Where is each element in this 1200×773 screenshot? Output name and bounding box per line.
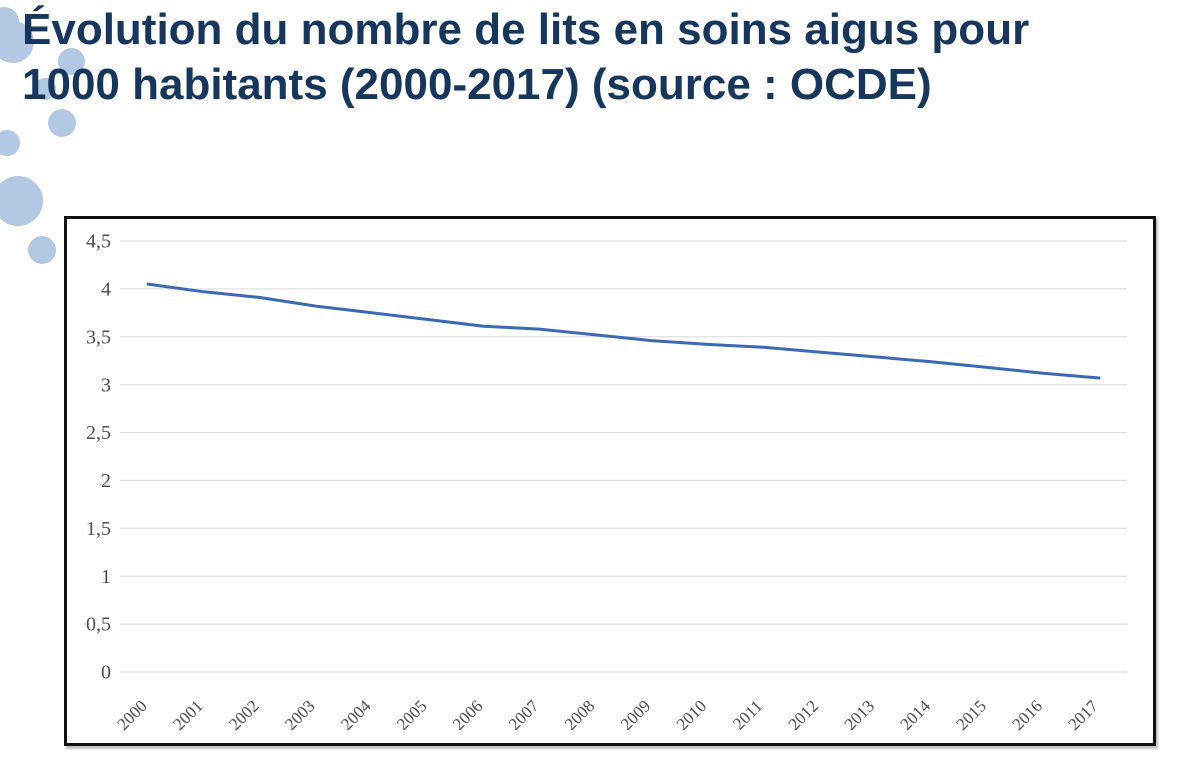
decorative-bubble bbox=[28, 236, 56, 264]
y-tick-label: 4,5 bbox=[86, 231, 111, 253]
x-tick-label: 2013 bbox=[841, 696, 878, 733]
x-tick-label: 2014 bbox=[897, 696, 935, 734]
y-tick-label: 4 bbox=[101, 279, 111, 301]
data-line bbox=[146, 282, 1101, 380]
y-tick-label: 2 bbox=[101, 470, 111, 492]
decorative-bubble bbox=[0, 176, 43, 226]
x-tick-label: 2006 bbox=[449, 696, 486, 733]
x-tick-label: 2009 bbox=[617, 696, 654, 733]
x-tick-label: 2003 bbox=[281, 696, 318, 733]
x-tick-label: 2002 bbox=[225, 696, 262, 733]
x-tick-label: 2016 bbox=[1008, 696, 1045, 733]
x-tick-label: 2010 bbox=[673, 696, 710, 733]
decorative-bubble bbox=[48, 109, 76, 137]
y-tick-label: 2,5 bbox=[86, 422, 111, 444]
decorative-bubble bbox=[0, 21, 34, 63]
x-tick-label: 2011 bbox=[729, 696, 766, 733]
chart-panel: 4,5 4 3,5 3 2,5 2 1,5 1 0,5 0 2000 2001 2002 2003 2004… bbox=[64, 216, 1156, 746]
y-tick-label: 1 bbox=[101, 566, 111, 588]
y-tick-label: 3,5 bbox=[86, 326, 111, 348]
x-tick-label: 2007 bbox=[505, 696, 543, 734]
x-tick-label: 2005 bbox=[393, 696, 430, 733]
page-title-line2: 1000 habitants (2000-2017) (source : OCD… bbox=[22, 60, 932, 109]
x-tick-label: 2004 bbox=[337, 696, 375, 734]
decorative-bubble bbox=[58, 48, 85, 75]
y-tick-label: 0 bbox=[101, 662, 111, 684]
page-title: Évolution du nombre de lits en soins aig… bbox=[22, 2, 1197, 112]
y-tick-label: 0,5 bbox=[86, 614, 111, 636]
x-tick-label: 2017 bbox=[1064, 696, 1102, 734]
x-tick-label: 2008 bbox=[561, 696, 598, 733]
y-tick-label: 1,5 bbox=[86, 518, 111, 540]
y-tick-label: 3 bbox=[101, 374, 111, 396]
x-tick-label: 2012 bbox=[785, 696, 822, 733]
x-tick-label: 2001 bbox=[169, 696, 206, 733]
x-tick-label: 2000 bbox=[113, 696, 150, 733]
decorative-bubble bbox=[0, 130, 20, 156]
page-title-line1: Évolution du nombre de lits en soins aig… bbox=[22, 5, 1030, 54]
decorative-bubble bbox=[34, 78, 56, 100]
x-tick-label: 2015 bbox=[952, 696, 989, 733]
